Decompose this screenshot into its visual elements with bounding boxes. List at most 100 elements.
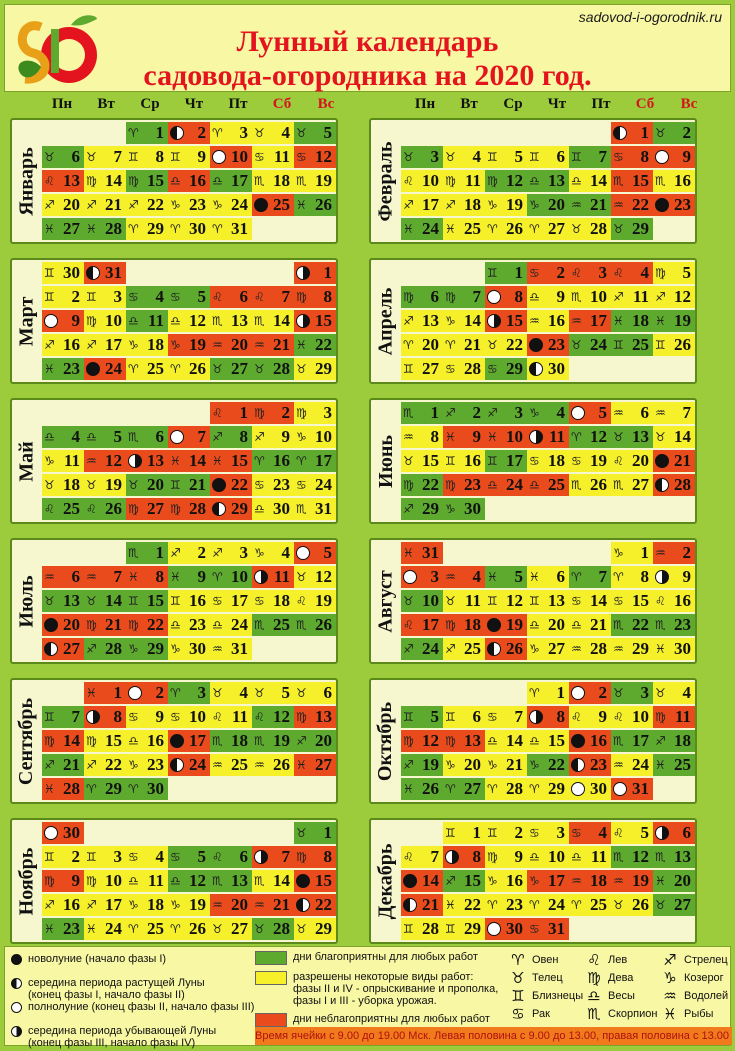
day-cell[interactable]: ♓ 14 [168, 450, 210, 472]
day-cell[interactable]: ♋ 9 [126, 706, 168, 728]
day-cell[interactable]: ♐ 2 [443, 402, 485, 424]
day-cell[interactable]: 23 [653, 194, 695, 216]
day-cell[interactable]: ♋ 14 [569, 590, 611, 612]
day-cell[interactable]: ♐ 16 [42, 334, 84, 356]
day-cell[interactable]: ♊ 26 [653, 334, 695, 356]
day-cell[interactable]: 30 [569, 778, 611, 800]
day-cell[interactable]: ♍ 22 [401, 474, 443, 496]
day-cell[interactable]: 30 [527, 358, 569, 380]
day-cell[interactable]: ♈ 21 [443, 334, 485, 356]
day-cell[interactable]: ♊ 16 [443, 450, 485, 472]
day-cell[interactable]: ♊ 3 [84, 846, 126, 868]
day-cell[interactable]: 2 [126, 682, 168, 704]
day-cell[interactable]: ♈ 7 [569, 566, 611, 588]
day-cell[interactable]: 5 [294, 542, 336, 564]
day-cell[interactable]: ♍ 12 [485, 170, 527, 192]
day-cell[interactable]: ♒ 26 [252, 754, 294, 776]
day-cell[interactable]: ♏ 1 [126, 542, 168, 564]
day-cell[interactable]: ♒ 16 [527, 310, 569, 332]
day-cell[interactable]: ♈ 3 [210, 122, 252, 144]
day-cell[interactable]: ♍ 21 [84, 614, 126, 636]
day-cell[interactable]: ♌ 1 [210, 402, 252, 424]
day-cell[interactable]: ♒ 6 [611, 402, 653, 424]
day-cell[interactable]: ♌ 5 [611, 822, 653, 844]
day-cell[interactable]: 2 [168, 122, 210, 144]
day-cell[interactable]: 31 [611, 778, 653, 800]
day-cell[interactable]: ♒ 7 [84, 566, 126, 588]
day-cell[interactable]: ♓ 9 [443, 426, 485, 448]
day-cell[interactable]: ♋ 8 [611, 146, 653, 168]
day-cell[interactable]: ♍ 8 [294, 846, 336, 868]
day-cell[interactable]: ♉ 28 [252, 358, 294, 380]
day-cell[interactable]: ♐ 11 [611, 286, 653, 308]
day-cell[interactable]: ♏ 31 [294, 498, 336, 520]
day-cell[interactable]: ♊ 25 [611, 334, 653, 356]
day-cell[interactable]: 10 [210, 146, 252, 168]
day-cell[interactable]: ♑ 18 [126, 894, 168, 916]
day-cell[interactable]: ♎ 14 [485, 730, 527, 752]
day-cell[interactable]: ♉ 6 [42, 146, 84, 168]
day-cell[interactable]: ♒ 20 [210, 894, 252, 916]
day-cell[interactable]: ♎ 20 [527, 614, 569, 636]
day-cell[interactable]: ♎ 17 [210, 170, 252, 192]
day-cell[interactable]: ♏ 6 [126, 426, 168, 448]
day-cell[interactable]: ♓ 30 [653, 638, 695, 660]
day-cell[interactable]: ♊ 1 [485, 262, 527, 284]
day-cell[interactable]: ♍ 15 [126, 170, 168, 192]
day-cell[interactable]: 13 [126, 450, 168, 472]
day-cell[interactable]: ♍ 6 [401, 286, 443, 308]
day-cell[interactable]: ♉ 29 [294, 358, 336, 380]
day-cell[interactable]: ♊ 2 [485, 822, 527, 844]
day-cell[interactable]: ♐ 17 [401, 194, 443, 216]
day-cell[interactable]: ♊ 2 [42, 286, 84, 308]
day-cell[interactable]: ♏ 13 [653, 846, 695, 868]
day-cell[interactable]: 11 [527, 426, 569, 448]
day-cell[interactable]: 30 [485, 918, 527, 940]
day-cell[interactable]: ♋ 18 [527, 450, 569, 472]
day-cell[interactable]: ♐ 17 [84, 334, 126, 356]
day-cell[interactable]: ♈ 25 [569, 894, 611, 916]
day-cell[interactable]: 7 [168, 426, 210, 448]
day-cell[interactable]: ♋ 4 [126, 846, 168, 868]
day-cell[interactable]: ♑ 27 [527, 638, 569, 660]
day-cell[interactable]: ♈ 26 [168, 918, 210, 940]
day-cell[interactable]: 9 [42, 310, 84, 332]
day-cell[interactable]: ♉ 19 [84, 474, 126, 496]
day-cell[interactable]: ♌ 19 [294, 590, 336, 612]
day-cell[interactable]: ♏ 25 [252, 614, 294, 636]
day-cell[interactable]: ♑ 20 [527, 194, 569, 216]
day-cell[interactable]: ♍ 8 [294, 286, 336, 308]
day-cell[interactable]: ♌ 7 [401, 846, 443, 868]
day-cell[interactable]: ♊ 27 [401, 358, 443, 380]
day-cell[interactable]: ♒ 8 [401, 426, 443, 448]
day-cell[interactable]: ♐ 24 [401, 638, 443, 660]
day-cell[interactable]: ♉ 20 [126, 474, 168, 496]
day-cell[interactable]: 24 [168, 754, 210, 776]
day-cell[interactable]: ♎ 16 [168, 170, 210, 192]
day-cell[interactable]: 3 [401, 566, 443, 588]
day-cell[interactable]: ♈ 29 [126, 218, 168, 240]
day-cell[interactable]: ♈ 29 [84, 778, 126, 800]
day-cell[interactable]: ♑ 23 [126, 754, 168, 776]
day-cell[interactable]: ♐ 22 [126, 194, 168, 216]
day-cell[interactable]: ♉ 3 [401, 146, 443, 168]
day-cell[interactable]: ♉ 2 [653, 122, 695, 144]
site-url[interactable]: sadovod-i-ogorodnik.ru [578, 9, 722, 25]
day-cell[interactable]: ♏ 10 [569, 286, 611, 308]
day-cell[interactable]: ♏ 22 [611, 614, 653, 636]
day-cell[interactable]: ♏ 14 [252, 870, 294, 892]
day-cell[interactable]: ♍ 15 [84, 730, 126, 752]
day-cell[interactable]: 21 [653, 450, 695, 472]
day-cell[interactable]: ♌ 9 [569, 706, 611, 728]
day-cell[interactable]: ♉ 27 [653, 894, 695, 916]
day-cell[interactable]: ♏ 13 [210, 870, 252, 892]
day-cell[interactable]: ♓ 15 [210, 450, 252, 472]
day-cell[interactable]: ♍ 14 [42, 730, 84, 752]
day-cell[interactable]: 7 [252, 846, 294, 868]
day-cell[interactable]: 8 [443, 846, 485, 868]
day-cell[interactable]: ♊ 13 [527, 590, 569, 612]
day-cell[interactable]: ♈ 16 [252, 450, 294, 472]
day-cell[interactable]: 2 [569, 682, 611, 704]
day-cell[interactable]: ♈ 30 [168, 218, 210, 240]
day-cell[interactable]: ♑ 19 [485, 194, 527, 216]
